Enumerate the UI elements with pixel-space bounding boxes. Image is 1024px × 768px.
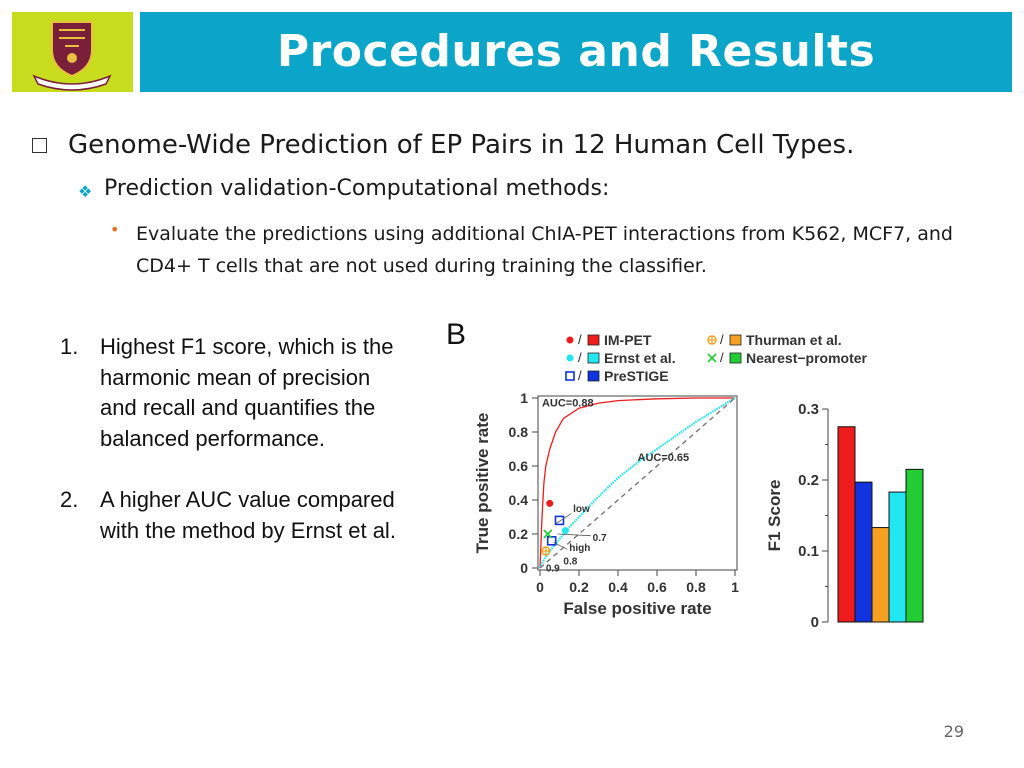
university-logo — [12, 12, 133, 92]
y-tick-label: 0.6 — [509, 458, 529, 474]
roc-frame — [537, 395, 738, 571]
panel-label: B — [446, 318, 466, 351]
legend-swatch — [587, 370, 600, 382]
numbered-item: 1. Highest F1 score, which is the harmon… — [60, 332, 410, 454]
legend-label: Nearest−promoter — [746, 350, 868, 366]
y-axis-label: F1 Score — [765, 480, 784, 552]
legend-marker — [566, 336, 574, 344]
auc-label-impet: AUC=0.88 — [542, 398, 594, 410]
auc-label-ernst: AUC=0.65 — [638, 452, 690, 464]
threshold-label-0.8: 0.8 — [563, 557, 577, 568]
roc-point-cross — [541, 547, 550, 555]
legend-swatch — [729, 334, 742, 346]
legend-marker — [707, 353, 717, 363]
item-text: Highest F1 score, which is the harmonic … — [100, 334, 394, 451]
legend-marker-cross — [708, 336, 716, 344]
legend-label: PreSTIGE — [604, 368, 669, 384]
title-bar: Procedures and Results — [140, 12, 1012, 92]
legend-label: Thurman et al. — [746, 332, 842, 348]
roc-chart: 0 0.2 0.4 0.6 0.8 1 0 0.2 0.4 0.6 0.8 1 False positi… — [473, 390, 739, 618]
f1-bar-chart: 0 0.1 0.2 0.3 F1 Score — [765, 401, 924, 631]
roc-point — [543, 529, 553, 539]
legend-slash: / — [578, 332, 582, 347]
legend-slash: / — [578, 368, 582, 383]
f1-bar — [854, 481, 873, 623]
roc-series-line — [539, 397, 735, 569]
roc-point — [546, 499, 554, 507]
legend-marker — [565, 371, 575, 381]
y-tick-label: 1 — [520, 390, 528, 406]
roc-series-line — [539, 397, 736, 569]
x-tick-label: 1 — [731, 579, 739, 595]
y-tick-label: 0.2 — [509, 526, 529, 542]
f1-bar — [871, 527, 890, 623]
roc-point — [554, 515, 565, 526]
x-tick-label: 0.2 — [569, 579, 589, 595]
slide-title: Procedures and Results — [276, 26, 876, 77]
page-number: 29 — [943, 722, 964, 741]
y-tick-label: 0.2 — [798, 472, 819, 489]
chart-legend: / IM-PET / Ernst et al. / PreSTIGE / Thurman et… — [565, 332, 868, 384]
bullet-level3-text: Evaluate the predictions using additiona… — [136, 223, 953, 277]
threshold-label-low: low — [573, 504, 590, 515]
y-tick-label: 0 — [520, 560, 528, 576]
legend-swatch — [587, 334, 600, 346]
results-figure: B / IM-PET / Ernst et al. / PreSTIGE / Thurman … — [446, 318, 924, 631]
dot-bullet-icon: • — [110, 220, 120, 239]
threshold-label-0.7: 0.7 — [593, 533, 607, 544]
y-tick-label: 0.8 — [509, 424, 529, 440]
diamond-bullet-icon: ❖ — [78, 182, 93, 201]
threshold-label-high: high — [569, 543, 590, 554]
roc-series-line — [539, 397, 736, 569]
x-tick-label: 0.6 — [647, 579, 667, 595]
bullet-level1-text: Genome-Wide Prediction of EP Pairs in 12… — [68, 130, 855, 160]
square-bullet-icon — [32, 138, 47, 153]
x-axis-label: False positive rate — [563, 599, 711, 618]
x-tick-label: 0.8 — [686, 579, 706, 595]
item-text: A higher AUC value compared with the met… — [100, 487, 396, 543]
legend-swatch — [729, 352, 742, 364]
f1-bar — [837, 426, 856, 623]
legend-slash: / — [720, 350, 724, 365]
y-axis-label: True positive rate — [473, 413, 492, 554]
numbered-list: 1. Highest F1 score, which is the harmon… — [60, 332, 410, 546]
legend-swatch — [587, 352, 600, 364]
threshold-leader-lines — [553, 513, 591, 550]
y-tick-label: 0.4 — [509, 492, 529, 508]
legend-label: Ernst et al. — [604, 350, 676, 366]
x-tick-label: 0.4 — [608, 579, 628, 595]
f1-bar — [905, 468, 924, 623]
legend-marker — [566, 354, 574, 362]
roc-point — [561, 527, 569, 535]
x-tick-label: 0 — [536, 579, 544, 595]
legend-label: IM-PET — [604, 332, 652, 348]
f1-bar — [888, 491, 907, 623]
legend-slash: / — [720, 332, 724, 347]
numbered-item: 2. A higher AUC value compared with the … — [60, 485, 410, 546]
crest-emblem-icon — [32, 21, 112, 91]
bullet-level2-text: Prediction validation-Computational meth… — [104, 176, 610, 201]
item-number: 1. — [60, 334, 79, 359]
legend-slash: / — [578, 350, 582, 365]
threshold-label-0.9: 0.9 — [546, 563, 560, 574]
item-number: 2. — [60, 487, 79, 512]
y-tick-label: 0 — [811, 614, 819, 631]
y-tick-label: 0.3 — [798, 401, 819, 418]
y-tick-label: 0.1 — [798, 543, 819, 560]
